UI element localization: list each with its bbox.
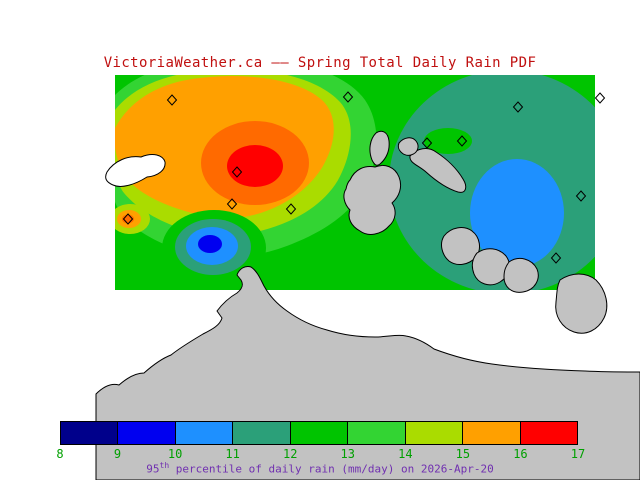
station-marker [166,94,178,106]
colorbar-tick: 12 [282,447,298,461]
contour-min-blue-core [198,235,222,253]
contour-red-max [227,145,283,187]
station-marker [456,135,468,147]
island-west-outline [105,154,166,187]
station-marker [512,101,524,113]
station-marker [226,198,238,210]
station-marker [285,203,297,215]
chart-title: VictoriaWeather.ca —— Spring Total Daily… [103,55,537,71]
contour-blue-min-east [470,159,564,267]
caption-superscript: th [159,461,170,470]
colorbar [60,421,578,445]
station-marker [594,92,606,104]
station-marker [421,137,433,149]
colorbar-segment-green [289,422,348,444]
colorbar-tick: 16 [513,447,528,461]
colorbar-tick: 9 [113,447,122,461]
island-group-b [471,248,510,286]
island-group-c [503,258,539,293]
contour-field [115,75,595,290]
station-markers [122,91,606,264]
colorbar-ticks: 8 9 10 11 12 13 14 15 16 17 [56,447,585,461]
station-marker [342,91,354,103]
colorbar-tick: 15 [455,447,471,461]
colorbar-tick: 11 [225,447,240,461]
colorbar-segment-dodger [174,422,233,444]
colorbar-segment-teal [232,422,290,444]
station-marker [550,252,562,264]
colorbar-segment-yellow_green [404,422,463,444]
island-central-mass [343,164,402,235]
colorbar-segment-bright_green [347,422,405,444]
colorbar-segment-blue [117,422,175,444]
colorbar-tick: 17 [570,447,586,461]
islet-ne [397,137,419,156]
island-chain-ne [409,148,467,193]
colorbar-segment-amber [462,422,520,444]
colorbar-caption: 95th percentile of daily rain (mm/day) o… [0,461,640,476]
contour-green-patch-east [424,128,472,154]
colorbar-tick: 13 [340,447,355,461]
station-marker [575,190,587,202]
caption-text: percentile of daily rain (mm/day) on 202… [169,462,494,476]
colorbar-tick: 14 [398,447,413,461]
island-peninsula-small [369,130,390,166]
station-marker [231,166,243,178]
colorbar-tick: 10 [167,447,183,461]
island-southeast [555,273,608,334]
colorbar-segment-navy [61,422,118,444]
colorbar-segment-red [519,422,577,444]
station-marker [122,213,134,225]
caption-number: 95 [146,462,160,476]
colorbar-tick: 8 [56,447,64,461]
